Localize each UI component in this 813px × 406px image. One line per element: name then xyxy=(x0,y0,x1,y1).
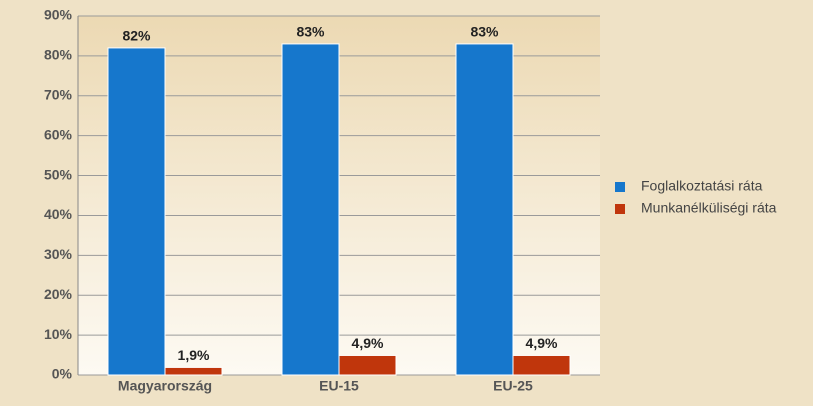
value-label: 83% xyxy=(296,24,325,40)
y-tick-label: 60% xyxy=(44,126,73,142)
y-tick-label: 70% xyxy=(44,86,73,102)
value-label: 1,9% xyxy=(178,347,210,363)
y-tick-label: 0% xyxy=(52,366,73,382)
bar xyxy=(512,354,571,376)
value-label: 4,9% xyxy=(352,335,384,351)
bar xyxy=(164,366,223,376)
x-tick-label: EU-25 xyxy=(493,378,533,394)
bar xyxy=(338,354,397,376)
y-tick-label: 50% xyxy=(44,166,73,182)
value-label: 83% xyxy=(470,24,499,40)
y-tick-label: 40% xyxy=(44,206,73,222)
legend-label: Munkanélküliségi ráta xyxy=(641,200,777,216)
x-tick-label: Magyarország xyxy=(118,378,212,394)
bar xyxy=(107,47,166,376)
x-tick-label: EU-15 xyxy=(319,378,359,394)
legend-swatch xyxy=(615,204,625,214)
legend-label: Foglalkoztatási ráta xyxy=(641,178,763,194)
y-tick-label: 90% xyxy=(44,7,73,23)
y-tick-label: 10% xyxy=(44,326,73,342)
value-label: 82% xyxy=(122,28,151,44)
bar xyxy=(455,43,514,376)
y-tick-label: 20% xyxy=(44,286,73,302)
value-label: 4,9% xyxy=(526,335,558,351)
y-tick-label: 80% xyxy=(44,47,73,63)
bar xyxy=(281,43,340,376)
legend-swatch xyxy=(615,182,625,192)
y-tick-label: 30% xyxy=(44,246,73,262)
